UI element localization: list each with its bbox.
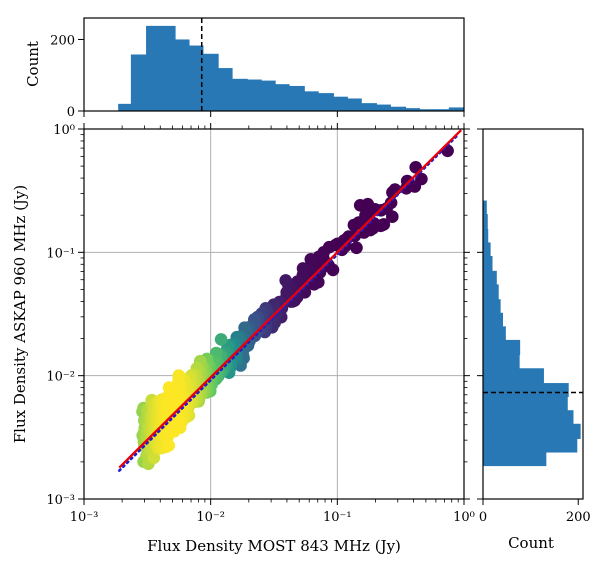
- right-histogram-bar: [483, 354, 520, 369]
- right-histogram-bar: [483, 228, 489, 243]
- right-histogram-bar: [483, 368, 544, 384]
- right-histogram-bar: [483, 299, 501, 314]
- main-plot: 10⁻³ 10⁻³ 10⁻² 10⁻² 10⁻¹ 10⁻¹ 10⁰ 10⁰ Flux Dens…: [11, 123, 475, 555]
- right-histogram-bar: [483, 423, 581, 439]
- scatter-point: [304, 252, 318, 266]
- fit-line: [118, 129, 462, 469]
- right-frame: [482, 128, 584, 500]
- scatter-point: [162, 439, 175, 452]
- top-histogram-bar: [189, 45, 204, 111]
- right-histogram-bar: [483, 242, 491, 257]
- x-tick-label: 10⁻³: [70, 510, 99, 525]
- top-histogram-bar: [304, 91, 319, 111]
- top-y-tick-label: 0: [67, 105, 75, 120]
- right-histogram-bar: [483, 312, 503, 327]
- main-ticks: 10⁻³ 10⁻³ 10⁻² 10⁻² 10⁻¹ 10⁻¹ 10⁰ 10⁰: [46, 123, 475, 525]
- y-tick-label: 10⁻³: [46, 493, 75, 508]
- right-histogram-bar: [483, 452, 547, 467]
- top-histogram-bar: [218, 68, 233, 111]
- top-histogram-bar: [419, 109, 434, 111]
- top-histogram-bar: [405, 108, 421, 111]
- top-histogram-bar: [232, 78, 248, 111]
- scatter-point: [350, 241, 363, 255]
- top-y-tick-label: 200: [50, 33, 75, 48]
- x-axis-label: Flux Density MOST 843 MHz (Jy): [147, 537, 401, 555]
- top-histogram-bar: [361, 103, 377, 111]
- right-histogram-bar: [483, 270, 497, 285]
- scatter-point: [400, 182, 413, 195]
- right-histogram-bar: [483, 396, 568, 411]
- top-histogram-bar: [390, 106, 407, 111]
- top-histogram-bar: [203, 53, 219, 111]
- top-histogram-bar: [448, 107, 465, 111]
- x-tick-label: 10⁻²: [196, 510, 225, 525]
- right-histogram-bar: [483, 410, 574, 425]
- top-frame: [83, 17, 465, 112]
- right-histogram-bar: [483, 200, 487, 215]
- top-histogram-bars: [118, 25, 465, 111]
- right-x-tick-label: 0: [479, 510, 487, 525]
- top-histogram-bar: [261, 80, 276, 111]
- right-histogram-bar: [483, 284, 499, 300]
- right-histogram: 0 200 Count: [477, 128, 591, 552]
- right-count-label: Count: [508, 534, 554, 552]
- top-histogram-bar: [376, 104, 391, 111]
- scatter-point: [166, 425, 179, 438]
- grid-lines: [84, 129, 464, 499]
- top-histogram-bar: [289, 85, 305, 111]
- top-histogram-bar: [118, 103, 132, 111]
- top-ticks: 0 200: [50, 33, 465, 120]
- top-histogram-bar: [347, 98, 362, 111]
- one-to-one-line: [118, 134, 459, 472]
- right-histogram-bar: [483, 438, 578, 453]
- scatter-point: [279, 274, 293, 287]
- top-histogram: 0 200 Count: [24, 17, 465, 120]
- top-histogram-bar: [247, 79, 262, 111]
- scatter-point: [214, 333, 228, 346]
- top-histogram-bar: [146, 25, 162, 111]
- right-histogram-bar: [483, 383, 569, 398]
- scatter-point: [353, 199, 367, 212]
- right-histogram-bars: [483, 200, 581, 467]
- x-tick-label: 10⁻¹: [323, 510, 352, 525]
- top-histogram-bar: [318, 93, 334, 111]
- right-ticks: 0 200: [477, 128, 591, 525]
- top-count-label: Count: [24, 41, 42, 87]
- top-histogram-bar: [433, 109, 450, 111]
- x-tick-label: 10⁰: [453, 510, 475, 525]
- top-histogram-bar: [333, 96, 348, 111]
- scatter-point: [347, 218, 361, 232]
- right-histogram-bar: [483, 214, 488, 230]
- top-histogram-bar: [175, 39, 190, 111]
- top-histogram-bar: [130, 54, 147, 111]
- top-histogram-bar: [275, 84, 290, 111]
- top-histogram-bar: [161, 25, 176, 111]
- right-histogram-bar: [483, 339, 521, 356]
- y-tick-label: 10⁻²: [46, 370, 75, 385]
- right-x-tick-label: 200: [566, 510, 591, 525]
- scatter-points: [136, 144, 454, 471]
- scatter-point: [166, 400, 179, 414]
- right-histogram-bar: [483, 326, 506, 341]
- main-frame: [83, 128, 465, 500]
- right-histogram-bar: [483, 256, 493, 272]
- y-axis-label: Flux Density ASKAP 960 MHz (Jy): [11, 185, 29, 444]
- y-tick-label: 10⁰: [53, 123, 75, 138]
- y-tick-label: 10⁻¹: [46, 246, 75, 261]
